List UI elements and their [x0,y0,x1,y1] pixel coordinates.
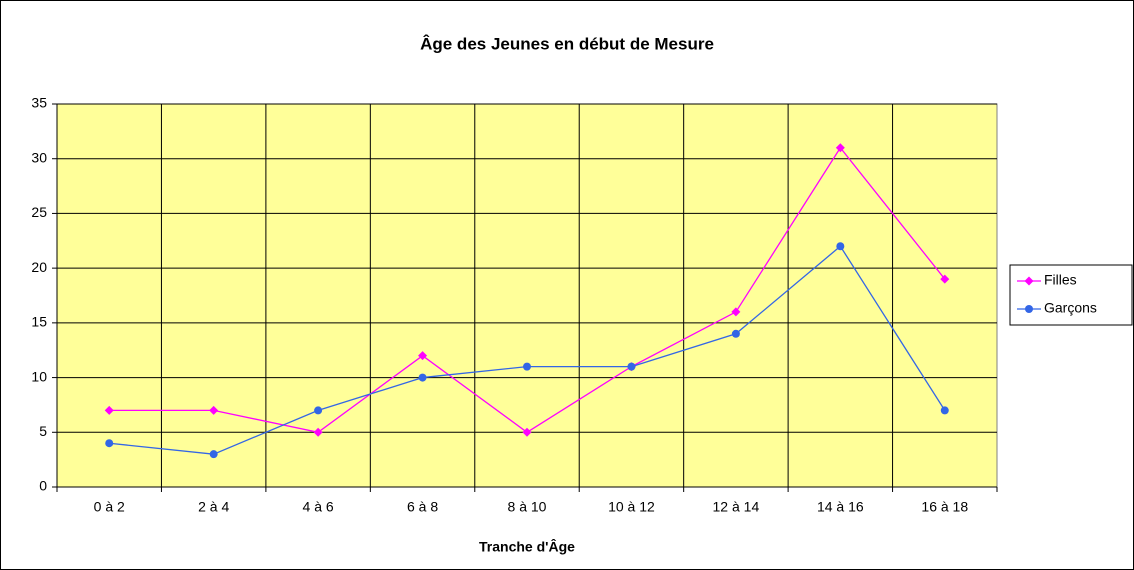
data-point [209,450,218,459]
data-point [522,427,532,437]
data-point [314,406,323,415]
y-tick-label: 15 [31,314,47,330]
data-point [940,274,950,284]
data-point [836,242,845,251]
y-tick-label: 35 [31,95,47,111]
data-point [418,373,427,382]
data-point [104,405,114,415]
x-tick-label: 12 à 14 [713,499,760,515]
x-tick-label: 6 à 8 [407,499,438,515]
y-tick-label: 0 [39,478,47,494]
x-tick-label: 10 à 12 [608,499,655,515]
x-tick-label: 14 à 16 [817,499,864,515]
x-tick-label: 16 à 18 [921,499,968,515]
data-point [523,362,531,371]
data-point [105,439,114,448]
y-tick-label: 25 [31,204,47,220]
chart-title: Âge des Jeunes en début de Mesure [420,34,714,53]
plot-area [56,103,998,488]
y-tick-label: 20 [31,259,47,275]
legend-marker [1025,305,1033,313]
x-tick-label: 8 à 10 [508,499,547,515]
x-tick-label: 2 à 4 [198,499,229,515]
x-tick-label: 0 à 2 [94,499,125,515]
legend-box [1009,264,1133,326]
data-point [627,362,636,371]
data-point [835,143,845,153]
legend-label: Garçons [1044,300,1097,316]
y-tick-label: 5 [39,423,47,439]
legend-label: Filles [1044,272,1077,288]
data-point [940,406,949,415]
data-point [731,329,740,338]
legend-marker [1024,276,1034,286]
data-point [418,351,428,361]
data-point [731,307,741,317]
y-tick-label: 10 [31,368,47,384]
x-axis-label: Tranche d'Âge [479,538,575,555]
data-point [209,405,219,415]
x-tick-label: 4 à 6 [303,499,334,515]
y-tick-label: 30 [31,149,47,165]
data-point [313,427,323,437]
